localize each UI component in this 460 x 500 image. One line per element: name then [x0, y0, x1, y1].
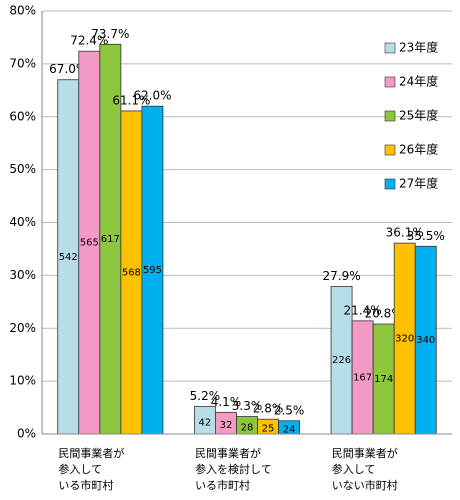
count-label: 28 — [241, 422, 254, 433]
legend-label: 27年度 — [399, 176, 438, 191]
count-label: 167 — [353, 372, 372, 383]
count-label: 32 — [220, 420, 233, 431]
value-label: 3.3% — [232, 399, 263, 413]
count-label: 542 — [59, 252, 78, 263]
y-tick-label: 50% — [9, 162, 36, 176]
value-label: 5.2% — [190, 389, 221, 403]
x-tick-label: いる市町村 — [195, 478, 250, 492]
value-label: 61.1% — [112, 93, 150, 107]
count-label: 24 — [283, 424, 296, 435]
count-label: 617 — [101, 234, 120, 245]
count-label: 226 — [332, 355, 351, 366]
legend-label: 25年度 — [399, 108, 438, 123]
value-label: 2.8% — [253, 402, 284, 416]
count-label: 565 — [80, 238, 99, 249]
count-label: 174 — [374, 374, 393, 385]
legend-label: 26年度 — [399, 142, 438, 157]
value-label: 72.4% — [70, 34, 108, 48]
x-tick-label: 民間事業者が — [195, 446, 261, 460]
legend-label: 24年度 — [399, 74, 438, 89]
legend-label: 23年度 — [399, 40, 438, 55]
legend-swatch — [384, 42, 396, 54]
value-label: 36.1% — [386, 226, 424, 240]
count-label: 25 — [262, 424, 275, 435]
value-label: 27.9% — [323, 269, 361, 283]
count-label: 340 — [416, 335, 435, 346]
legend-swatch — [384, 110, 396, 122]
value-label: 73.7% — [91, 27, 129, 41]
x-tick-label: 民間事業者が — [58, 446, 124, 460]
count-label: 320 — [395, 334, 414, 345]
x-tick-label: 民間事業者が — [332, 446, 398, 460]
count-label: 42 — [199, 417, 212, 428]
count-label: 568 — [122, 267, 141, 278]
value-label: 20.8% — [365, 307, 403, 321]
y-tick-label: 60% — [9, 109, 36, 123]
x-tick-label: 参入して — [332, 462, 376, 476]
x-tick-label: 参入を検討して — [195, 462, 272, 476]
value-label: 67.0% — [49, 62, 87, 76]
value-label: 2.5% — [274, 403, 305, 417]
value-label: 21.4% — [344, 303, 382, 317]
count-label: 595 — [143, 265, 162, 276]
y-tick-label: 40% — [9, 215, 36, 229]
legend-swatch — [384, 144, 396, 156]
value-label: 4.1% — [211, 395, 242, 409]
x-tick-label: いない市町村 — [332, 478, 398, 492]
y-tick-label: 0% — [17, 427, 36, 441]
y-tick-label: 70% — [9, 56, 36, 70]
y-tick-label: 20% — [9, 321, 36, 335]
legend-swatch — [384, 178, 396, 190]
x-tick-label: いる市町村 — [58, 478, 113, 492]
x-tick-label: 参入して — [58, 462, 102, 476]
y-tick-label: 10% — [9, 374, 36, 388]
legend-swatch — [384, 76, 396, 88]
y-tick-label: 30% — [9, 268, 36, 282]
value-label: 35.5% — [407, 229, 445, 243]
y-tick-label: 80% — [9, 4, 36, 18]
value-label: 62.0% — [133, 89, 171, 103]
